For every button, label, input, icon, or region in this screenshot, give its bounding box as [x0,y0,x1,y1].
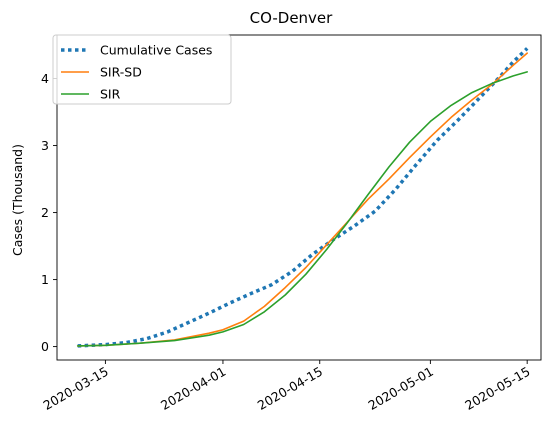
axes-frame [56,34,542,361]
y-tick-label: 4 [41,71,49,86]
series-line-sir-sd [76,52,529,347]
legend-box [52,34,232,105]
y-tick-label: 1 [41,272,49,287]
legend-label: SIR [100,87,121,102]
series-line-sir [76,71,529,347]
chart-title: CO-Denver [250,9,334,27]
legend-label: SIR-SD [100,65,142,80]
y-tick-label: 0 [41,339,49,354]
y-tick-label: 2 [41,205,49,220]
legend-label: Cumulative Cases [100,43,212,58]
y-tick-label: 3 [41,138,49,153]
y-axis-title: Cases (Thousand) [10,144,25,256]
series-line-cumulative-cases [77,47,529,348]
legend: Cumulative Cases SIR-SD SIR [52,34,232,105]
